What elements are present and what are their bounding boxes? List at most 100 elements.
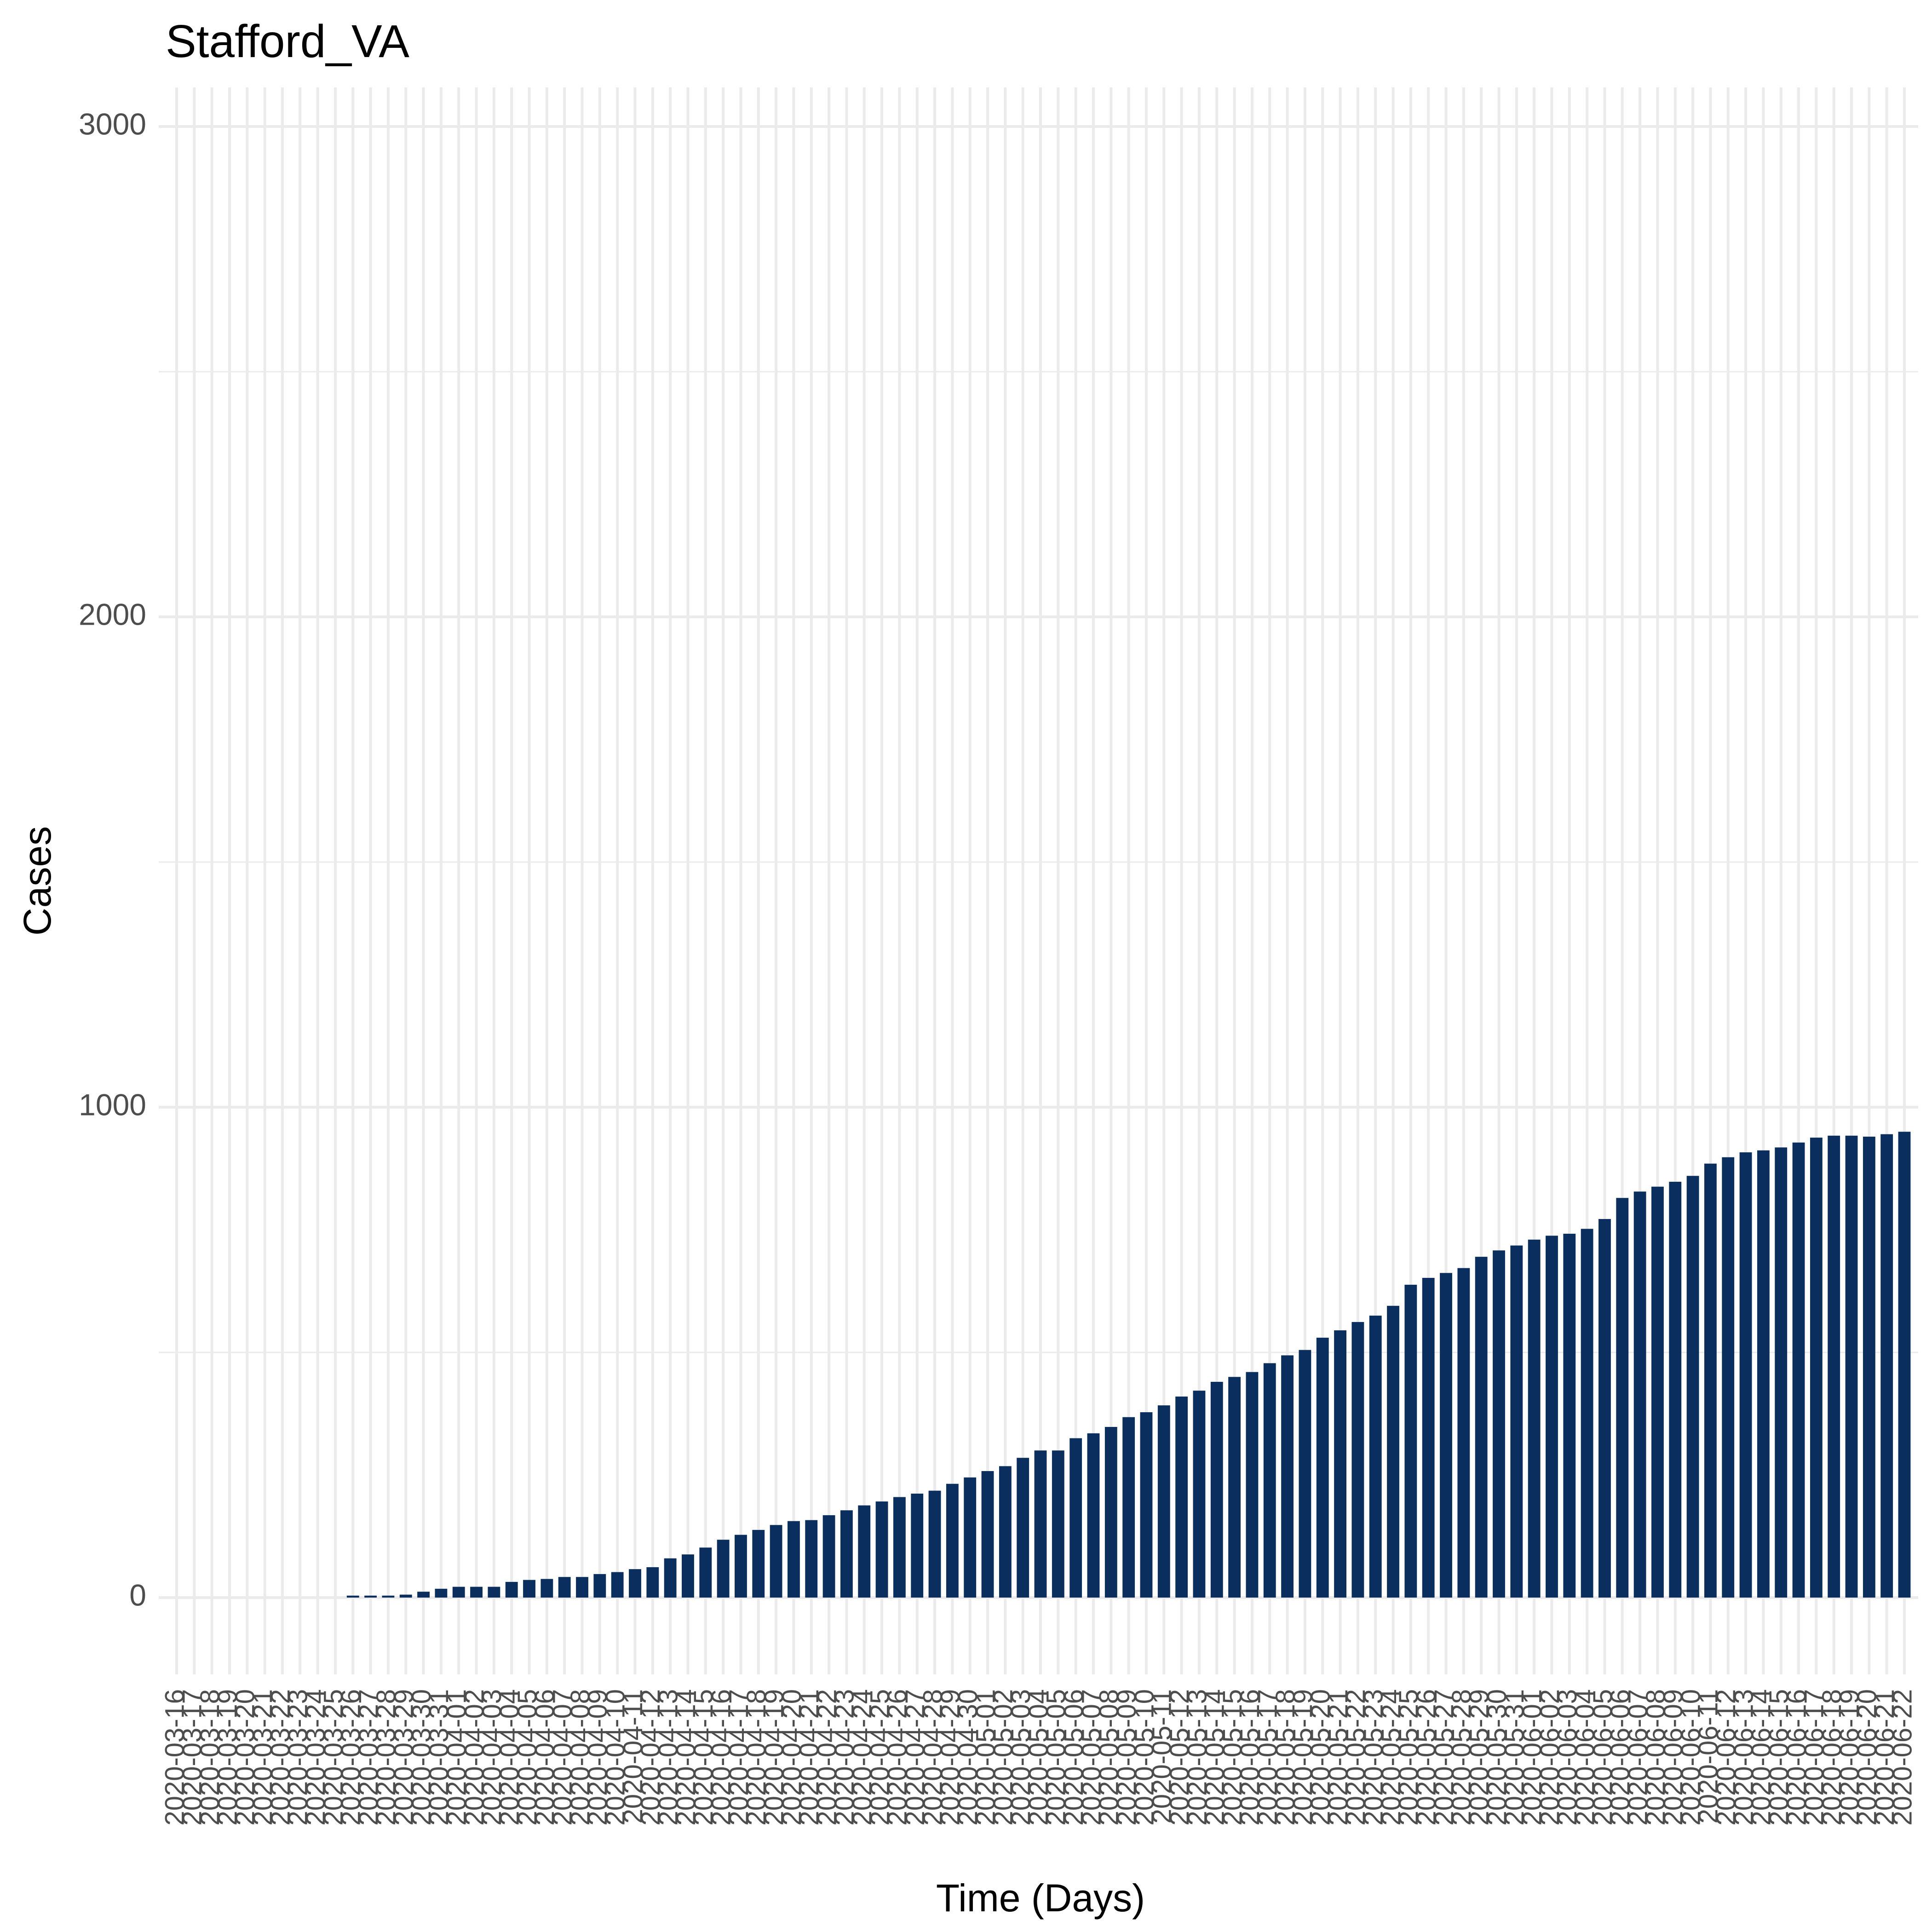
bar bbox=[699, 1547, 712, 1598]
x-tick-label: 2020-06-11 bbox=[1694, 1689, 1724, 1823]
bar bbox=[1792, 1142, 1805, 1598]
bar bbox=[558, 1577, 571, 1598]
x-tick-label: 2020-05-03 bbox=[1006, 1689, 1036, 1826]
x-tick-label: 2020-04-01 bbox=[442, 1689, 472, 1826]
y-tick-label: 2000 bbox=[79, 597, 146, 631]
x-tick-label: 2020-05-14 bbox=[1200, 1689, 1230, 1826]
bar bbox=[1175, 1396, 1188, 1598]
x-tick-label: 2020-06-12 bbox=[1711, 1689, 1741, 1826]
bar bbox=[1722, 1157, 1735, 1598]
bar bbox=[1598, 1219, 1611, 1598]
x-tick-label: 2020-04-24 bbox=[847, 1689, 877, 1826]
y-axis-label: Cases bbox=[16, 826, 59, 936]
y-tick-label: 0 bbox=[129, 1578, 146, 1612]
x-tick-label: 2020-03-29 bbox=[389, 1689, 419, 1826]
x-tick-label: 2020-05-27 bbox=[1429, 1689, 1459, 1826]
x-tick-label: 2020-03-26 bbox=[336, 1689, 366, 1826]
bar bbox=[452, 1587, 465, 1598]
x-tick-label: 2020-05-26 bbox=[1412, 1689, 1442, 1826]
bar bbox=[1563, 1234, 1576, 1598]
bar bbox=[1246, 1372, 1259, 1598]
bar bbox=[999, 1466, 1012, 1598]
bar bbox=[717, 1540, 730, 1598]
bar bbox=[1633, 1191, 1646, 1598]
x-tick-label: 2020-06-16 bbox=[1782, 1689, 1811, 1826]
x-tick-label: 2020-05-11 bbox=[1147, 1689, 1177, 1823]
x-tick-label: 2020-06-14 bbox=[1747, 1689, 1777, 1826]
grid-lines bbox=[159, 87, 1918, 1674]
x-tick-label: 2020-05-22 bbox=[1341, 1689, 1371, 1826]
bar bbox=[840, 1510, 853, 1598]
x-tick-label: 2020-03-17 bbox=[178, 1689, 207, 1826]
bar bbox=[752, 1530, 765, 1598]
x-tick-label: 2020-03-23 bbox=[283, 1689, 313, 1826]
bar bbox=[1228, 1377, 1241, 1598]
bar bbox=[523, 1580, 535, 1598]
x-tick-label: 2020-05-21 bbox=[1323, 1689, 1353, 1826]
x-tick-label: 2020-05-24 bbox=[1376, 1689, 1406, 1826]
x-tick-label: 2020-03-22 bbox=[265, 1689, 295, 1826]
bar bbox=[1052, 1450, 1064, 1598]
bar bbox=[1669, 1182, 1682, 1598]
x-tick-label: 2020-05-01 bbox=[971, 1689, 1000, 1826]
bar bbox=[1493, 1250, 1505, 1598]
bar bbox=[1316, 1338, 1329, 1598]
bar bbox=[1387, 1305, 1399, 1598]
x-tick-label: 2020-06-15 bbox=[1764, 1689, 1794, 1826]
x-tick-label: 2020-04-11 bbox=[618, 1689, 648, 1823]
bar bbox=[1510, 1245, 1523, 1598]
x-tick-label: 2020-05-02 bbox=[989, 1689, 1018, 1826]
x-tick-label: 2020-04-12 bbox=[636, 1689, 666, 1826]
x-tick-label: 2020-04-09 bbox=[583, 1689, 613, 1826]
bar bbox=[1757, 1150, 1770, 1598]
x-tick-label: 2020-04-21 bbox=[794, 1689, 824, 1826]
chart-title: Stafford_VA bbox=[166, 16, 409, 67]
x-tick-label: 2020-03-16 bbox=[160, 1689, 190, 1826]
x-tick-label: 2020-03-20 bbox=[230, 1689, 260, 1826]
bar bbox=[611, 1572, 624, 1598]
bar bbox=[875, 1501, 888, 1598]
x-tick-label: 2020-05-16 bbox=[1235, 1689, 1265, 1826]
bar bbox=[646, 1567, 659, 1598]
x-axis-label: Time (Days) bbox=[936, 1876, 1145, 1920]
x-tick-label: 2020-04-05 bbox=[512, 1689, 542, 1826]
bar bbox=[822, 1515, 835, 1598]
x-tick-label: 2020-05-05 bbox=[1041, 1689, 1071, 1826]
x-tick-label: 2020-06-10 bbox=[1676, 1689, 1706, 1826]
bar bbox=[858, 1505, 871, 1598]
x-tick-label: 2020-06-22 bbox=[1887, 1689, 1917, 1826]
bar bbox=[1034, 1450, 1047, 1598]
bar bbox=[1686, 1176, 1699, 1598]
bar bbox=[1440, 1273, 1452, 1598]
x-tick-label: 2020-04-02 bbox=[460, 1689, 489, 1826]
x-tick-label: 2020-04-22 bbox=[812, 1689, 842, 1826]
x-tick-label: 2020-04-19 bbox=[759, 1689, 789, 1826]
bar bbox=[1070, 1438, 1082, 1598]
x-tick-label: 2020-05-15 bbox=[1218, 1689, 1248, 1826]
bar bbox=[435, 1588, 448, 1598]
bar bbox=[1299, 1350, 1311, 1598]
bar bbox=[1863, 1136, 1875, 1598]
bar bbox=[1263, 1363, 1276, 1598]
x-tick-label: 2020-04-30 bbox=[953, 1689, 983, 1826]
bar bbox=[1898, 1132, 1911, 1598]
bar bbox=[911, 1494, 924, 1598]
x-tick-label: 2020-05-08 bbox=[1094, 1689, 1124, 1826]
x-tick-label: 2020-05-23 bbox=[1359, 1689, 1389, 1826]
bar bbox=[1775, 1147, 1788, 1598]
x-tick-label: 2020-04-18 bbox=[742, 1689, 771, 1826]
bar bbox=[964, 1477, 977, 1598]
bar bbox=[805, 1520, 818, 1598]
x-tick-label: 2020-04-07 bbox=[548, 1689, 578, 1826]
x-tick-label: 2020-05-25 bbox=[1394, 1689, 1424, 1826]
bar bbox=[1351, 1322, 1364, 1598]
x-tick-label: 2020-05-04 bbox=[1024, 1689, 1053, 1826]
x-tick-label: 2020-04-04 bbox=[495, 1689, 525, 1826]
x-tick-label: 2020-04-25 bbox=[865, 1689, 895, 1826]
bar bbox=[629, 1569, 641, 1598]
bar bbox=[1739, 1152, 1752, 1598]
bar bbox=[593, 1574, 606, 1598]
bar bbox=[1704, 1163, 1717, 1598]
x-tick-label: 2020-04-28 bbox=[918, 1689, 948, 1826]
bar bbox=[981, 1471, 994, 1598]
